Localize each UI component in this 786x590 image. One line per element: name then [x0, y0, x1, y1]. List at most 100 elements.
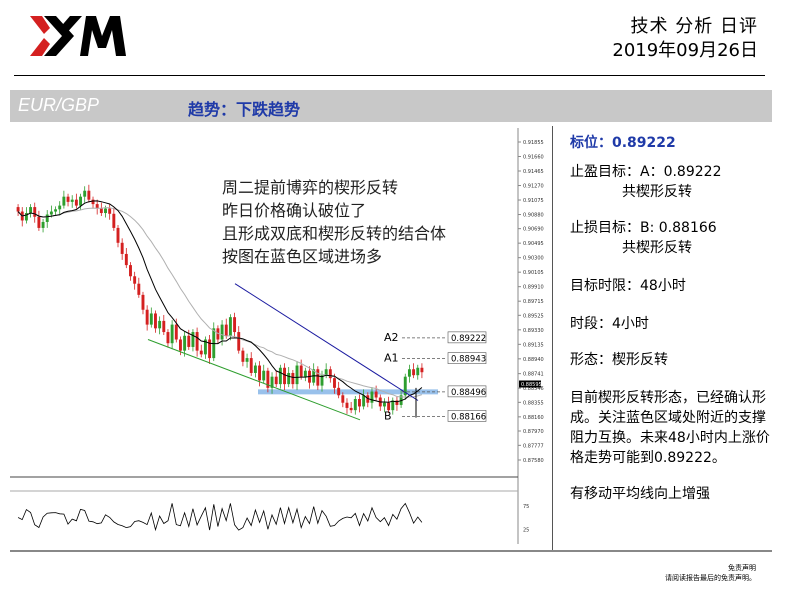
indicator-tick-label: 25: [523, 527, 529, 533]
candle-body: [154, 313, 157, 329]
take-profit: 止盈目标：A：0.89222 共楔形反转: [570, 162, 721, 202]
candle-body: [341, 395, 345, 403]
price-chart: 0.91855 0.91660 0.91465 0.91270 0.91075 0.908…: [10, 128, 544, 544]
candle-body: [187, 335, 191, 347]
current-price-label: 0.88595: [521, 382, 542, 388]
y-tick-label: 0.89135: [523, 342, 544, 348]
level-box: [447, 410, 487, 422]
y-tick-label: 0.88940: [523, 357, 544, 363]
candle-body: [387, 402, 391, 411]
candle-body: [316, 369, 320, 386]
candle-body: [166, 332, 170, 344]
chart-note: 周二提前博弈的楔形反转 昨日价格确认破位了 且形成双底和楔形反转的结合体 按图在…: [222, 176, 446, 268]
candle-body: [58, 205, 62, 210]
take-profit-note: 共楔形反转: [622, 184, 692, 200]
timeframe: 时段：4小时: [570, 316, 649, 332]
candle-body: [299, 365, 303, 377]
y-tick-label: 0.88741: [523, 372, 544, 378]
y-tick-label: 0.91270: [523, 184, 544, 190]
chart-note-line: 且形成双底和楔形反转的结合体: [222, 224, 447, 243]
trend-label: 趋势：下跌趋势: [188, 100, 301, 119]
level-label: A1: [384, 352, 399, 365]
y-tick-label: 0.91660: [523, 155, 544, 161]
candle-body: [170, 324, 174, 344]
candle-body: [129, 265, 132, 277]
y-tick-label: 0.88546: [523, 386, 544, 392]
candle-body: [391, 400, 395, 411]
candle-body: [403, 376, 407, 396]
y-tick-label: 0.91855: [523, 140, 544, 146]
y-tick-label: 0.91075: [523, 198, 544, 204]
candle-body: [104, 208, 107, 214]
candle-body: [374, 391, 378, 398]
y-tick-label: 0.90105: [523, 270, 544, 276]
candle-body: [70, 199, 74, 202]
stop-loss-note: 共楔形反转: [622, 240, 692, 256]
level-label: A2: [384, 331, 399, 344]
candle-body: [249, 358, 253, 373]
candle-body: [145, 309, 149, 325]
candle-body: [358, 399, 361, 407]
oscillator-line: [17, 502, 423, 532]
y-tick-label: 0.88160: [523, 415, 544, 421]
ma-note: 有移动平均线向上增强: [570, 486, 710, 502]
candle-body: [328, 369, 332, 379]
pattern: 形态：楔形反转: [570, 352, 668, 368]
candle-body: [116, 227, 120, 243]
report-title: 技术 分析 日评: [630, 16, 758, 37]
candle-body: [287, 372, 291, 385]
candle-body: [258, 365, 262, 381]
candle-body: [224, 324, 228, 336]
y-tick-label: 0.87777: [523, 443, 544, 449]
candle-body: [29, 207, 33, 214]
candle-body: [283, 367, 286, 385]
candle-body: [195, 332, 199, 351]
candle-body: [95, 204, 99, 209]
candle-body: [399, 395, 403, 405]
stop-loss-line: 止损目标：B: 0.88166: [570, 220, 717, 236]
candle-body: [112, 213, 116, 228]
title-bar: EUR/GBP 趋势：下跌趋势: [10, 90, 772, 122]
level-value: 0.89222: [451, 334, 486, 344]
level-value: 0.88496: [451, 388, 486, 398]
candle-body: [237, 332, 241, 351]
candle-body: [87, 190, 91, 200]
level-value: 0.88943: [451, 355, 486, 365]
candle-body: [16, 207, 20, 212]
candle-body: [370, 391, 374, 403]
footer-divider: [10, 550, 772, 552]
candle-body: [203, 339, 207, 355]
disclaimer-text: 请阅读报告最后的免责声明。: [665, 574, 756, 582]
candle-body: [174, 324, 178, 340]
candle-body: [83, 190, 87, 197]
candle-body: [382, 402, 386, 407]
candle-body: [353, 399, 357, 411]
level-label: B: [384, 409, 392, 422]
candle-body: [233, 317, 237, 333]
target-horizon: 目标时限：48小时: [570, 278, 686, 294]
candle-body: [208, 339, 212, 359]
candle-body: [362, 395, 366, 407]
y-tick-label: 0.89330: [523, 328, 544, 334]
y-tick-label: 0.89910: [523, 285, 544, 291]
xm-logo: [30, 16, 126, 56]
report-date: 2019年09月26日: [612, 40, 758, 61]
entry-zone: [258, 389, 438, 395]
panel-divider: [552, 126, 553, 550]
candle-body: [158, 320, 162, 329]
candle-body: [228, 317, 232, 336]
candle-body: [349, 407, 353, 411]
analysis-text: 目前楔形反转形态，已经确认形成。关注蓝色区域处附近的支撑阻力互换。未来48小时内…: [570, 390, 770, 466]
candle-body: [49, 211, 53, 215]
candle-body: [416, 367, 420, 376]
y-tick-label: 0.90300: [523, 256, 544, 262]
ma-fast-line: [17, 200, 423, 403]
candle-body: [149, 313, 153, 325]
y-tick-label: 0.89715: [523, 299, 544, 305]
candle-body: [99, 208, 103, 214]
candle-body: [253, 365, 257, 373]
candle-body: [120, 242, 124, 254]
chart-note-line: 昨日价格确认破位了: [222, 201, 367, 220]
candle-body: [79, 196, 82, 206]
candle-body: [199, 350, 203, 355]
